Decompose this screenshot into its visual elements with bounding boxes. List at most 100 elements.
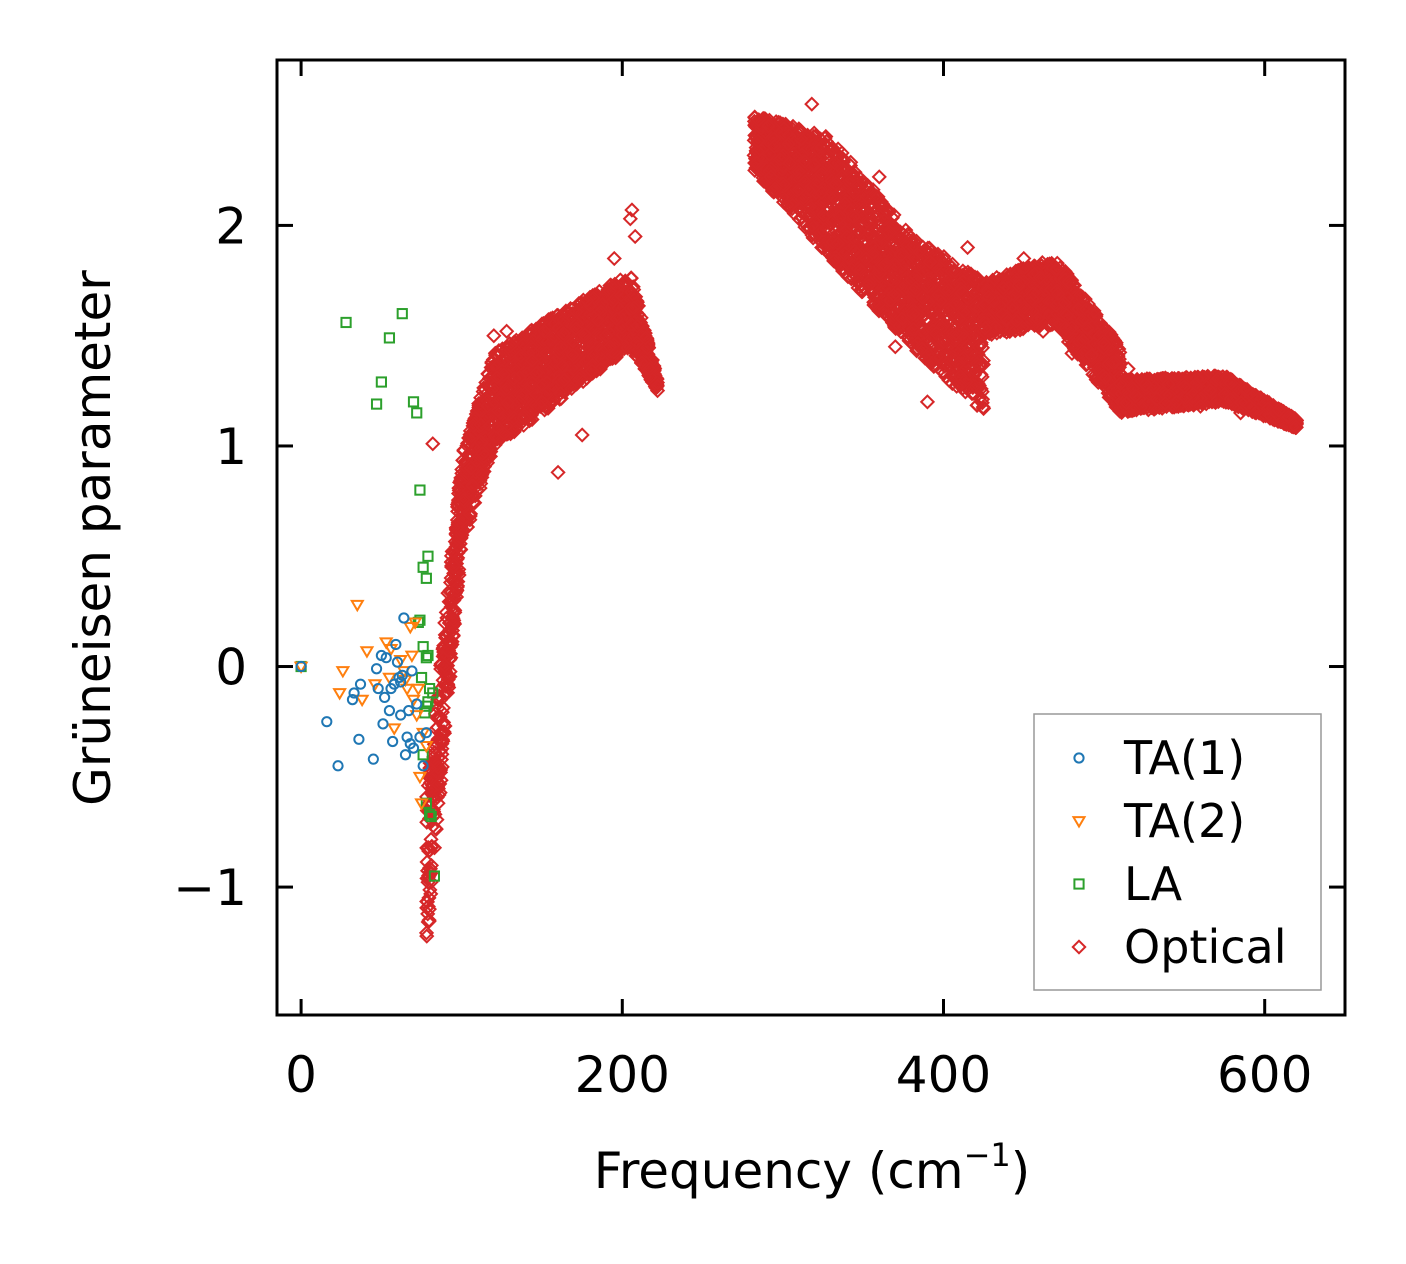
optical-point xyxy=(986,293,1002,310)
optical-point xyxy=(781,127,797,143)
optical-point xyxy=(420,906,436,922)
optical-point xyxy=(642,361,658,377)
optical-point xyxy=(430,776,446,792)
optical-point xyxy=(845,167,861,184)
optical-point xyxy=(442,650,458,667)
optical-point xyxy=(763,169,779,185)
optical-point xyxy=(639,340,655,356)
optical-point xyxy=(828,176,844,192)
optical-point xyxy=(525,344,542,361)
optical-point xyxy=(846,238,863,254)
optical-point xyxy=(979,283,995,299)
optical-point xyxy=(623,270,639,286)
optical-point xyxy=(428,821,444,837)
optical-point xyxy=(615,327,631,343)
optical-point xyxy=(748,155,765,171)
optical-point xyxy=(636,343,653,359)
optical-point xyxy=(582,358,599,374)
optical-point xyxy=(907,316,923,332)
optical-point xyxy=(842,202,859,218)
optical-point xyxy=(766,131,782,147)
optical-point xyxy=(952,377,968,394)
optical-point xyxy=(538,345,555,361)
optical-point xyxy=(513,387,529,403)
optical-point xyxy=(524,353,540,369)
optical-point xyxy=(873,234,889,250)
optical-point xyxy=(521,413,538,429)
optical-point xyxy=(846,208,862,225)
optical-point xyxy=(424,839,440,855)
optical-point xyxy=(832,216,848,232)
optical-point xyxy=(890,286,906,303)
optical-point xyxy=(445,605,461,621)
optical-point xyxy=(622,300,639,317)
optical-point xyxy=(791,164,807,180)
optical-point xyxy=(419,789,435,805)
optical-point xyxy=(1032,270,1048,286)
optical-point xyxy=(972,390,988,406)
optical-point xyxy=(513,348,529,364)
optical-point xyxy=(843,172,859,188)
optical-point xyxy=(516,407,533,423)
optical-point xyxy=(875,199,891,215)
optical-point xyxy=(463,428,480,444)
optical-point xyxy=(429,757,445,773)
optical-point xyxy=(763,161,779,177)
optical-point xyxy=(930,346,947,362)
optical-point xyxy=(536,323,553,339)
optical-point xyxy=(564,380,580,397)
optical-point xyxy=(794,209,810,225)
optical-point xyxy=(978,315,994,331)
optical-point xyxy=(474,445,491,462)
optical-point xyxy=(425,818,441,834)
optical-point xyxy=(584,357,601,373)
optical-point xyxy=(959,304,976,321)
optical-point xyxy=(556,372,572,388)
optical-point xyxy=(446,557,462,574)
optical-point xyxy=(880,204,896,220)
optical-point xyxy=(933,293,949,309)
optical-point xyxy=(449,579,465,595)
optical-point xyxy=(873,194,889,210)
optical-point xyxy=(882,247,898,263)
optical-point xyxy=(947,263,963,280)
optical-point xyxy=(969,355,985,372)
optical-point xyxy=(444,543,461,560)
optical-point xyxy=(948,295,965,312)
optical-point xyxy=(461,483,477,499)
optical-point xyxy=(639,360,656,377)
optical-point xyxy=(568,304,584,320)
optical-point xyxy=(419,870,435,886)
optical-point xyxy=(922,254,938,270)
optical-point xyxy=(825,212,842,228)
optical-point xyxy=(865,229,881,245)
optical-point xyxy=(939,339,955,356)
optical-point xyxy=(592,361,608,377)
optical-point xyxy=(424,779,441,796)
optical-point xyxy=(934,364,950,380)
optical-point xyxy=(968,363,985,380)
optical-point xyxy=(489,369,505,385)
optical-point xyxy=(446,612,462,629)
optical-point xyxy=(422,882,438,898)
optical-point xyxy=(955,326,971,342)
optical-point xyxy=(791,201,808,217)
optical-point xyxy=(936,334,952,350)
optical-point xyxy=(825,140,841,157)
optical-point xyxy=(971,339,987,355)
optical-point xyxy=(423,886,439,902)
optical-point xyxy=(928,325,944,342)
optical-point xyxy=(569,316,585,332)
optical-point xyxy=(590,312,606,329)
optical-point xyxy=(438,627,454,643)
optical-point xyxy=(832,209,848,225)
optical-point xyxy=(854,202,871,218)
optical-point xyxy=(447,554,463,570)
optical-point xyxy=(629,334,645,351)
optical-point xyxy=(975,400,992,417)
optical-point xyxy=(814,138,830,155)
optical-point xyxy=(883,271,899,288)
optical-point xyxy=(797,153,813,170)
optical-point xyxy=(806,218,823,235)
